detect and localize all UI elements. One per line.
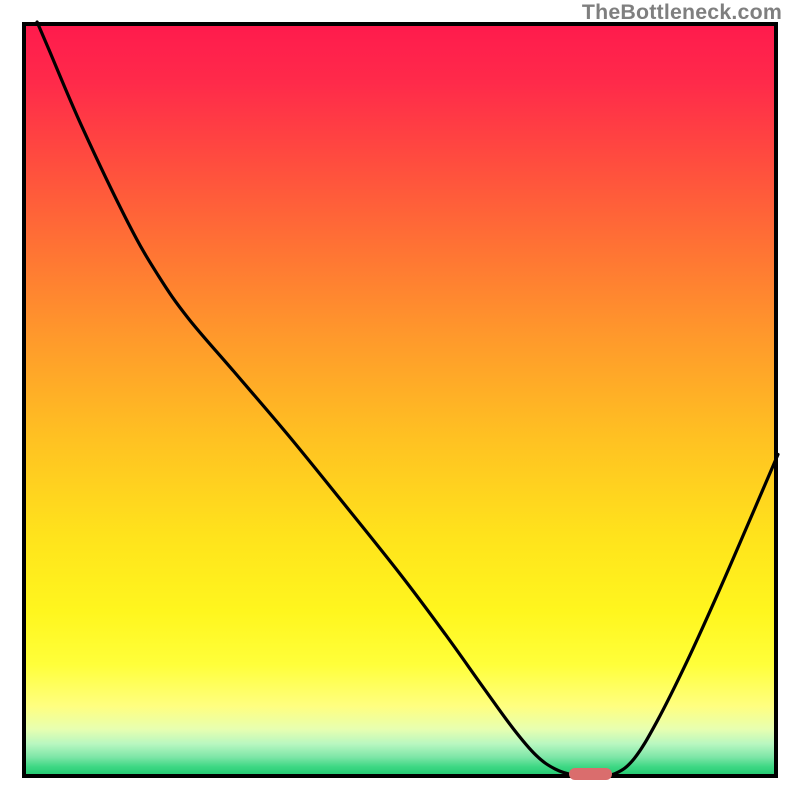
bottleneck-curve xyxy=(37,22,778,776)
plot-border-rect xyxy=(24,24,776,776)
plot-overlay-svg xyxy=(22,22,778,778)
plot-frame xyxy=(22,22,778,778)
optimal-marker xyxy=(569,768,611,780)
